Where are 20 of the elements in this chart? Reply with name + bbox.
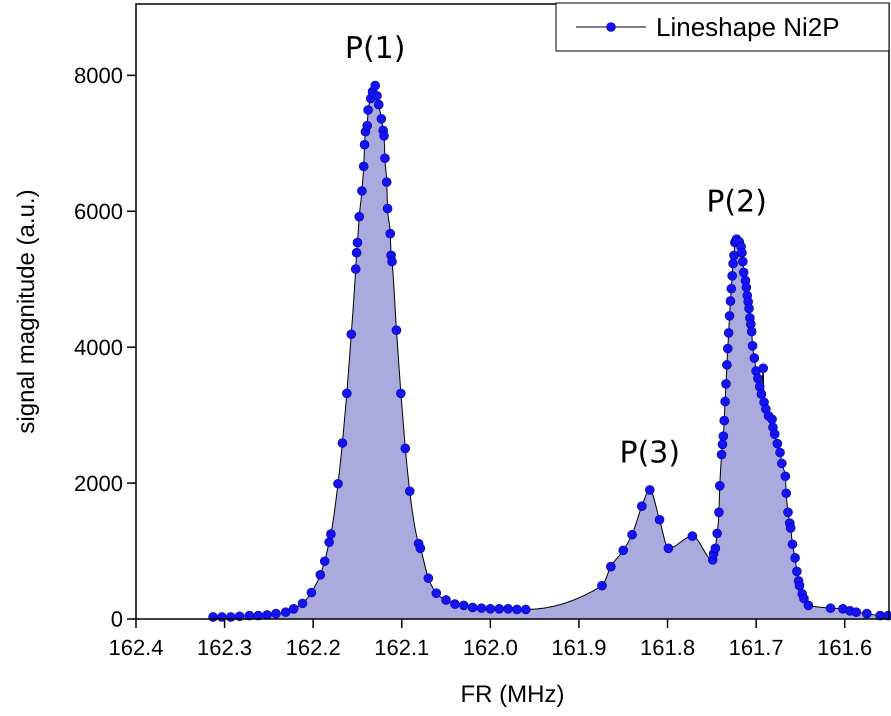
x-tick-label: 162.4 [108,635,164,660]
x-tick-label: 162.2 [286,635,341,660]
y-tick-label: 2000 [74,470,123,496]
x-tick-label: 162.1 [374,635,430,660]
x-tick-label: 162.0 [462,635,518,660]
legend-label: Lineshape Ni2P [656,12,840,42]
y-tick-label: 8000 [74,63,123,88]
x-tick-label: 161.9 [551,635,606,660]
y-tick-label: 0 [110,606,123,632]
annotation: P(2) [706,184,767,220]
y-tick-label: 4000 [74,334,123,360]
y-tick-label: 6000 [74,198,123,224]
x-tick-label: 162.3 [197,635,252,660]
annotation: P(1) [344,31,406,66]
x-tick-label: 161.7 [728,635,784,660]
x-tick-label: 161.6 [817,635,872,660]
x-axis-title: FR (MHz) [460,681,564,708]
y-axis-title: signal magnitude (a.u.) [13,189,40,434]
annotation: P(3) [620,435,680,470]
x-tick-label: 161.8 [640,635,696,660]
